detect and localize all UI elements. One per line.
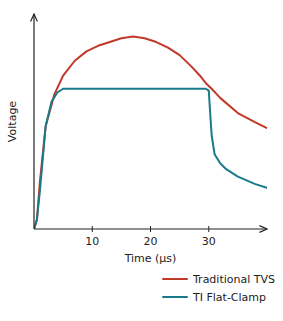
x-tick-label: 10 — [85, 235, 99, 248]
legend-swatch — [163, 278, 187, 280]
legend-label: Traditional TVS — [192, 273, 275, 286]
chart: 10 20 30 Time (μs) Voltage Traditional TVS TI … — [0, 0, 283, 321]
x-tick — [150, 226, 151, 232]
y-axis-label: Voltage — [6, 101, 19, 142]
x-tick — [92, 226, 93, 232]
legend-label: TI Flat-Clamp — [192, 291, 266, 304]
legend: Traditional TVS TI Flat-Clamp — [163, 273, 275, 304]
legend-swatch — [163, 296, 187, 298]
series-line — [34, 89, 267, 229]
x-tick — [208, 226, 209, 232]
x-tick-label: 20 — [144, 235, 158, 248]
x-tick-label: 30 — [202, 235, 216, 248]
plot-area — [34, 36, 267, 229]
y-axis — [33, 14, 34, 229]
x-axis-label: Time (μs) — [124, 252, 177, 265]
series-line — [34, 36, 267, 229]
